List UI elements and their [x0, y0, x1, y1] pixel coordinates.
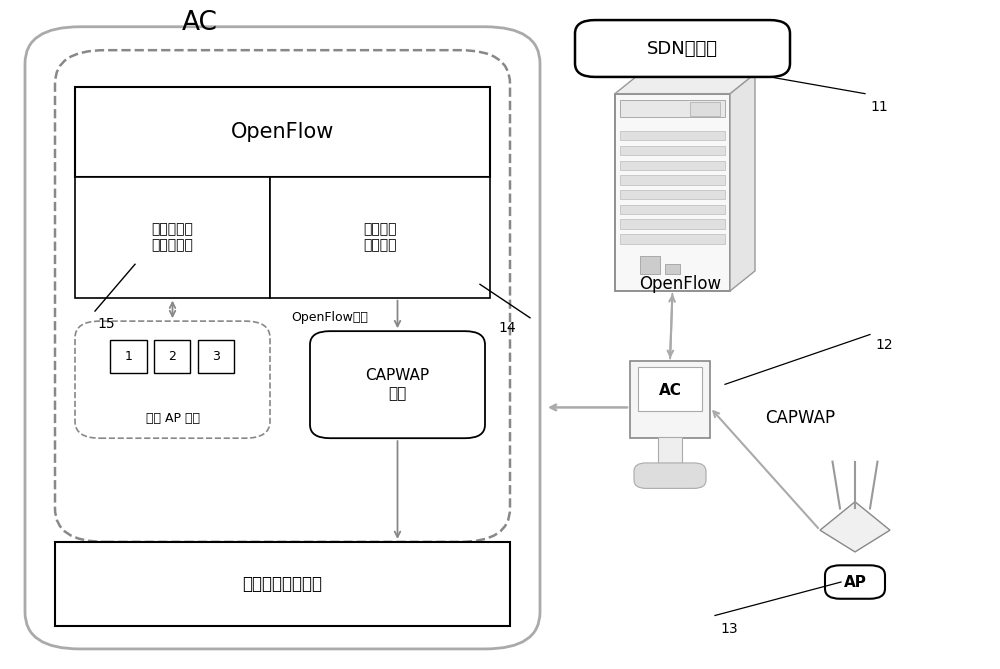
Bar [620, 219, 725, 229]
Text: AC: AC [182, 11, 218, 36]
FancyBboxPatch shape [310, 331, 485, 438]
Bar [638, 367, 702, 411]
FancyBboxPatch shape [825, 565, 885, 599]
Text: 12: 12 [875, 338, 893, 351]
Text: 网络环境
检测模块: 网络环境 检测模块 [363, 222, 397, 253]
Text: OpenFlow: OpenFlow [231, 122, 334, 142]
Text: 11: 11 [870, 100, 888, 114]
Bar [658, 437, 682, 468]
Bar [154, 339, 190, 373]
Text: CAPWAP
通道: CAPWAP 通道 [365, 369, 430, 401]
FancyBboxPatch shape [25, 27, 540, 649]
Bar [198, 339, 234, 373]
FancyBboxPatch shape [575, 20, 790, 77]
Bar [664, 264, 680, 274]
Bar [620, 146, 725, 155]
Bar [620, 205, 725, 214]
Bar [110, 339, 146, 373]
FancyBboxPatch shape [75, 321, 270, 438]
Text: 3: 3 [213, 350, 220, 363]
Bar [620, 131, 725, 140]
Bar [615, 94, 730, 291]
Polygon shape [730, 74, 755, 291]
Text: 虚拟端口状
态设置模块: 虚拟端口状 态设置模块 [152, 222, 193, 253]
Text: SDN控制器: SDN控制器 [647, 39, 718, 58]
Bar [620, 175, 725, 185]
Bar [270, 177, 490, 298]
Text: OpenFlow: OpenFlow [639, 276, 721, 293]
Text: OpenFlow代理: OpenFlow代理 [292, 310, 368, 324]
Text: 15: 15 [97, 318, 115, 331]
Bar [55, 542, 510, 626]
Text: CAPWAP: CAPWAP [765, 409, 835, 427]
Text: AP: AP [844, 575, 866, 589]
Bar [75, 177, 270, 298]
Text: 2: 2 [169, 350, 176, 363]
Text: 13: 13 [720, 622, 738, 636]
FancyBboxPatch shape [634, 463, 706, 488]
FancyBboxPatch shape [55, 50, 510, 542]
Text: AC: AC [659, 383, 681, 398]
Bar [630, 361, 710, 438]
Polygon shape [820, 502, 890, 552]
Text: 数据分支（通路）: 数据分支（通路） [243, 575, 323, 593]
Text: 14: 14 [498, 321, 516, 334]
Bar [620, 190, 725, 199]
Bar [640, 256, 660, 274]
Bar [620, 161, 725, 170]
Polygon shape [615, 74, 755, 94]
Text: 1: 1 [125, 350, 132, 363]
Text: 虚拟 AP 端口: 虚拟 AP 端口 [146, 411, 200, 425]
Bar [690, 102, 720, 116]
Bar [75, 87, 490, 177]
Bar [620, 234, 725, 244]
Bar [620, 100, 725, 117]
